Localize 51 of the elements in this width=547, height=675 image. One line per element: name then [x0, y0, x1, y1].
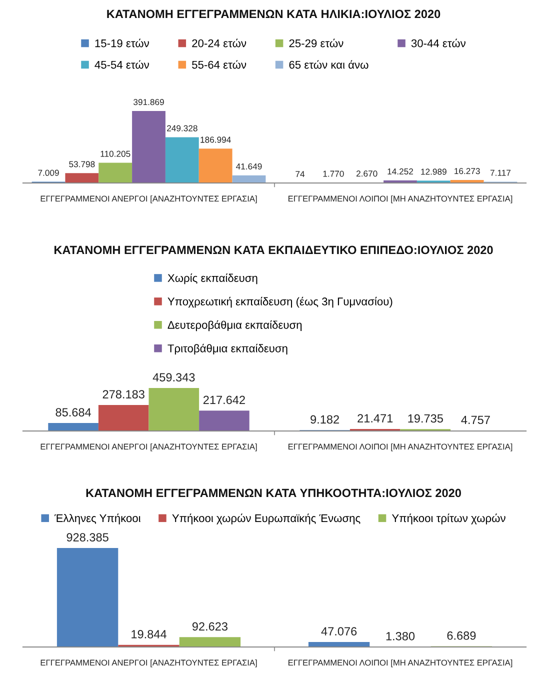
data-label: 74: [296, 171, 305, 178]
legend-label: Υπήκοοι χωρών Ευρωπαϊκής Ένωσης: [172, 514, 360, 524]
data-label: 1.380: [386, 632, 415, 640]
data-label: 928.385: [66, 533, 108, 542]
legend-label: Χωρίς εκπαίδευση: [168, 273, 258, 284]
data-label: 85.684: [56, 408, 92, 416]
data-label: 14.252: [388, 168, 413, 175]
data-label: 110.205: [100, 150, 130, 157]
x-tick-label: ΕΓΓΕΓΡΑΜΜΕΝΟΙ ΛΟΙΠΟΙ [ΜΗ ΑΝΑΖΗΤΟΥΝΤΕΣ ΕΡΓΑΣΙΑ]: [288, 196, 512, 204]
chart-title: ΚΑΤΑΝΟΜΗ ΕΓΓΕΓΡΑΜΜΕΝΩΝ ΚΑΤΑ ΕΚΠΑΙΔΕΥΤΙΚΟ ΕΠΙΠΕΔΟ:ΙΟΥΛΙΟΣ 2020: [54, 246, 493, 254]
x-tick-label: ΕΓΓΕΓΡΑΜΜΕΝΟΙ ΑΝΕΡΓΟΙ [ΑΝΑΖΗΤΟΥΝΤΕΣ ΕΡΓΑΣΙΑ]: [40, 444, 257, 452]
legend-label: Δευτεροβάθμια εκπαίδευση: [168, 320, 302, 332]
data-label: 21.471: [358, 414, 393, 422]
data-label: 249.328: [167, 125, 198, 132]
data-label: 12.989: [421, 168, 446, 175]
legend-label: 25-29 ετών: [289, 38, 344, 48]
data-label: 459.343: [152, 373, 195, 382]
data-label: 7.117: [490, 170, 511, 176]
legend-label: 30-44 ετών: [411, 38, 466, 48]
legend-label: Τριτοβάθμια εκπαίδευση: [168, 344, 288, 355]
data-label: 186.994: [200, 136, 231, 143]
legend-label: 55-64 ετών: [192, 60, 246, 69]
data-label: 47.076: [321, 627, 357, 636]
data-label: 41.649: [236, 163, 262, 170]
data-label: 19.735: [408, 414, 443, 423]
chart-title: ΚΑΤΑΝΟΜΗ ΕΓΓΕΓΡΑΜΜΕΝΩΝ ΚΑΤΑ ΥΠΗΚΟΟΤΗΤΑ:ΙΟΥΛΙΟΣ 2020: [86, 488, 461, 498]
legend-label: 15-19 ετών: [95, 38, 149, 48]
data-label: 16.273: [454, 168, 480, 174]
legend-label: Έλληνες Υπήκοοι: [54, 514, 140, 524]
legend-label: 20-24 ετών: [192, 38, 246, 48]
x-tick-label: ΕΓΓΕΓΡΑΜΜΕΝΟΙ ΑΝΕΡΓΟΙ [ΑΝΑΖΗΤΟΥΝΤΕΣ ΕΡΓΑΣΙΑ]: [40, 196, 257, 204]
legend-label: Υποχρεωτική εκπαίδευση (έως 3η Γυμνασίου): [168, 296, 392, 308]
legend-label: Υπήκοοι τρίτων χωρών: [392, 514, 506, 524]
data-label: 53.798: [69, 161, 95, 168]
data-label: 278.183: [102, 390, 144, 398]
data-label: 7.009: [38, 170, 59, 176]
legend-label: 45-54 ετών: [94, 60, 149, 69]
data-label: 217.642: [203, 396, 245, 404]
data-label: 4.757: [461, 416, 490, 424]
data-label: 1.770: [323, 170, 344, 177]
data-label: 6.689: [447, 631, 476, 640]
legend-label: 65 ετών και άνω: [289, 60, 368, 69]
data-label: 9.182: [310, 415, 339, 424]
chart-title: ΚΑΤΑΝΟΜΗ ΕΓΓΕΓΡΑΜΜΕΝΩΝ ΚΑΤΑ ΗΛΙΚΙΑ:ΙΟΥΛΙΟΣ 2020: [107, 10, 440, 18]
data-label: 391.869: [134, 99, 164, 106]
data-label: 2.670: [356, 170, 378, 177]
x-tick-label: ΕΓΓΕΓΡΑΜΜΕΝΟΙ ΛΟΙΠΟΙ [ΜΗ ΑΝΑΖΗΤΟΥΝΤΕΣ ΕΡΓΑΣΙΑ]: [288, 660, 512, 668]
data-label: 19.844: [132, 630, 166, 638]
x-tick-label: ΕΓΓΕΓΡΑΜΜΕΝΟΙ ΛΟΙΠΟΙ [ΜΗ ΑΝΑΖΗΤΟΥΝΤΕΣ ΕΡΓΑΣΙΑ]: [288, 444, 512, 452]
x-tick-label: ΕΓΓΕΓΡΑΜΜΕΝΟΙ ΑΝΕΡΓΟΙ [ΑΝΑΖΗΤΟΥΝΤΕΣ ΕΡΓΑΣΙΑ]: [40, 660, 257, 668]
data-label: 92.623: [192, 622, 228, 631]
